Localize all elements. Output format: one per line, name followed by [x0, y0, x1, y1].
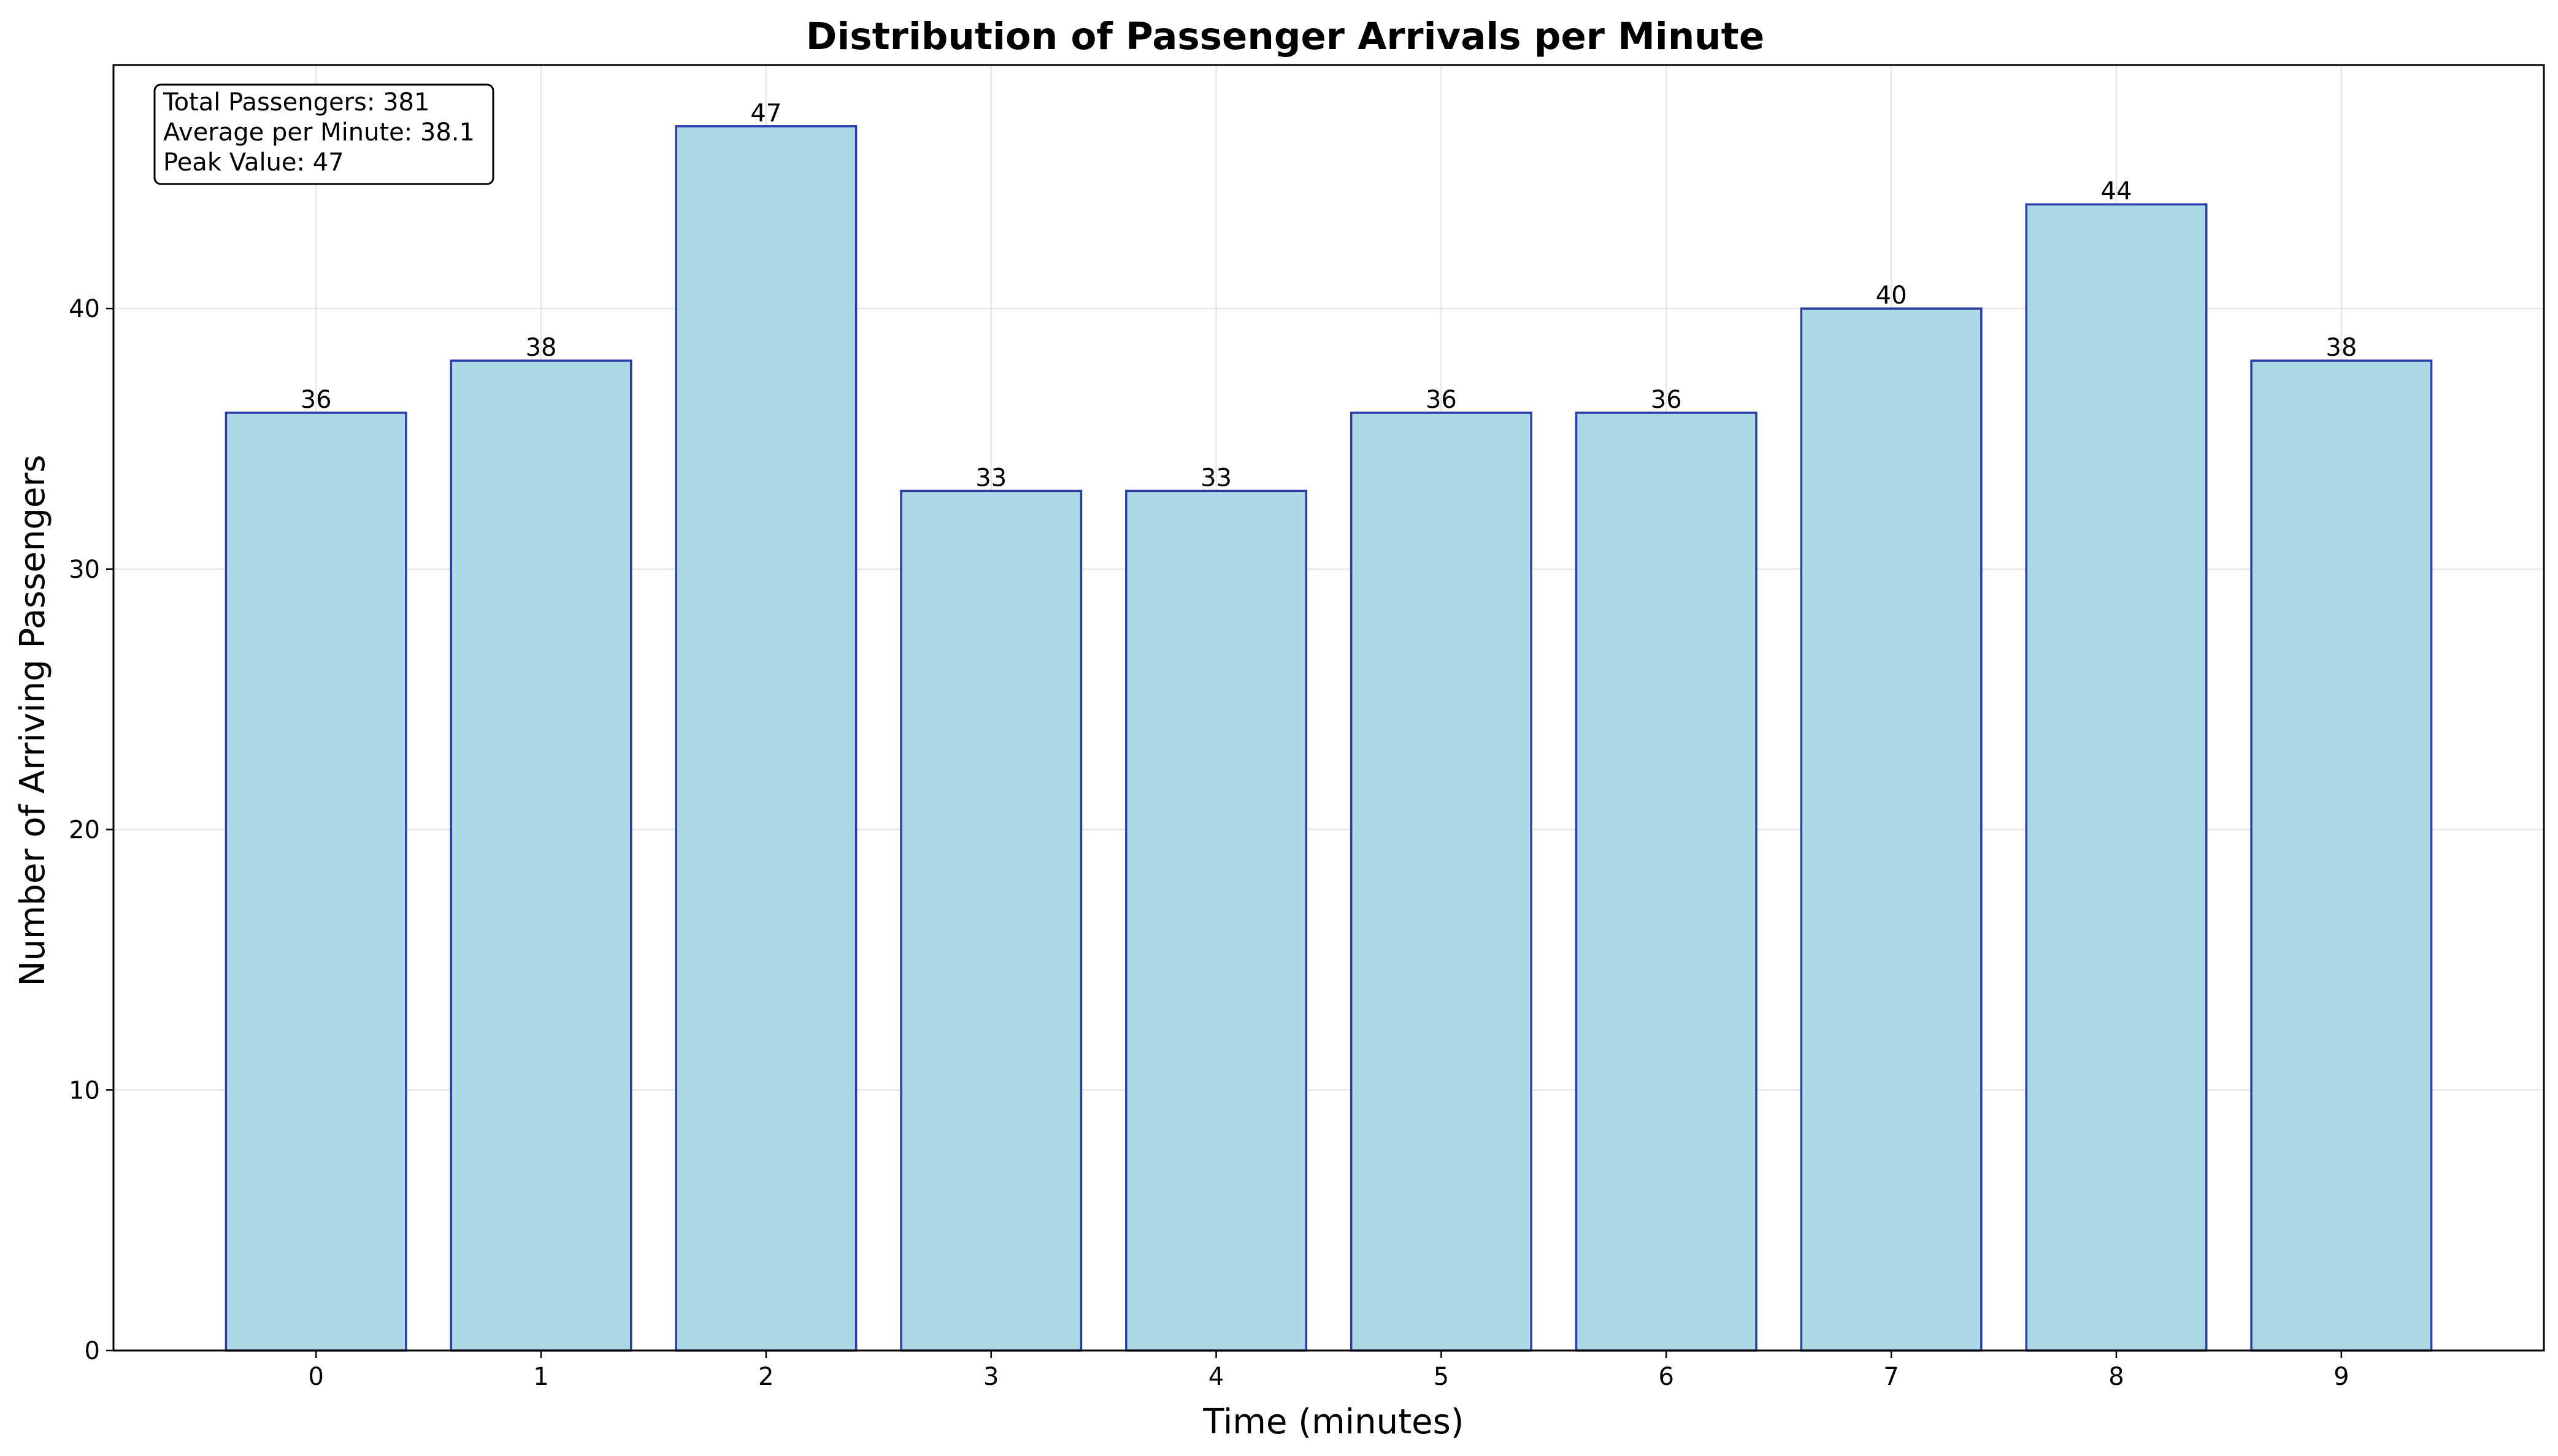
bar [676, 126, 856, 1351]
x-axis-ticks: 0 1 2 3 4 5 6 7 8 9 [308, 1351, 2349, 1391]
data-label: 38 [2326, 334, 2357, 362]
bar [1577, 413, 1756, 1351]
bar [2026, 204, 2206, 1351]
y-tick-label: 0 [85, 1337, 100, 1365]
x-tick-label: 8 [2108, 1363, 2124, 1391]
y-tick-label: 10 [69, 1076, 100, 1105]
bar [1801, 308, 1981, 1351]
bars [226, 126, 2431, 1351]
x-tick-label: 3 [983, 1363, 999, 1391]
bar [451, 361, 631, 1351]
data-label: 38 [526, 334, 557, 362]
data-label: 47 [750, 99, 782, 128]
bar [2251, 361, 2431, 1351]
x-tick-label: 5 [1434, 1363, 1449, 1391]
data-label: 36 [1426, 386, 1457, 414]
x-axis-label: Time (minutes) [1202, 1402, 1464, 1442]
bar [1126, 491, 1306, 1351]
data-label: 36 [301, 386, 332, 414]
data-label: 33 [975, 464, 1007, 492]
stats-peak: Peak Value: 47 [163, 148, 344, 177]
bar [901, 491, 1081, 1351]
x-tick-label: 1 [533, 1363, 548, 1391]
bar [226, 413, 405, 1351]
chart-title: Distribution of Passenger Arrivals per M… [806, 15, 1764, 58]
x-tick-label: 7 [1883, 1363, 1899, 1391]
y-axis-ticks: 0 10 20 30 40 [69, 295, 113, 1365]
data-label: 33 [1200, 464, 1232, 492]
x-tick-label: 4 [1208, 1363, 1224, 1391]
x-tick-label: 6 [1659, 1363, 1674, 1391]
x-tick-label: 2 [758, 1363, 774, 1391]
stats-total: Total Passengers: 381 [163, 88, 429, 117]
data-label: 44 [2101, 177, 2132, 205]
data-label: 36 [1651, 386, 1682, 414]
y-axis-label: Number of Arriving Passengers [13, 454, 53, 986]
y-tick-label: 30 [69, 556, 100, 584]
y-tick-label: 20 [69, 816, 100, 845]
stats-average: Average per Minute: 38.1 [163, 118, 475, 147]
bar [1351, 413, 1531, 1351]
stats-box: Total Passengers: 381 Average per Minute… [155, 85, 493, 184]
y-tick-label: 40 [69, 295, 100, 323]
data-label: 40 [1876, 282, 1907, 310]
x-tick-label: 0 [308, 1363, 323, 1391]
x-tick-label: 9 [2333, 1363, 2349, 1391]
